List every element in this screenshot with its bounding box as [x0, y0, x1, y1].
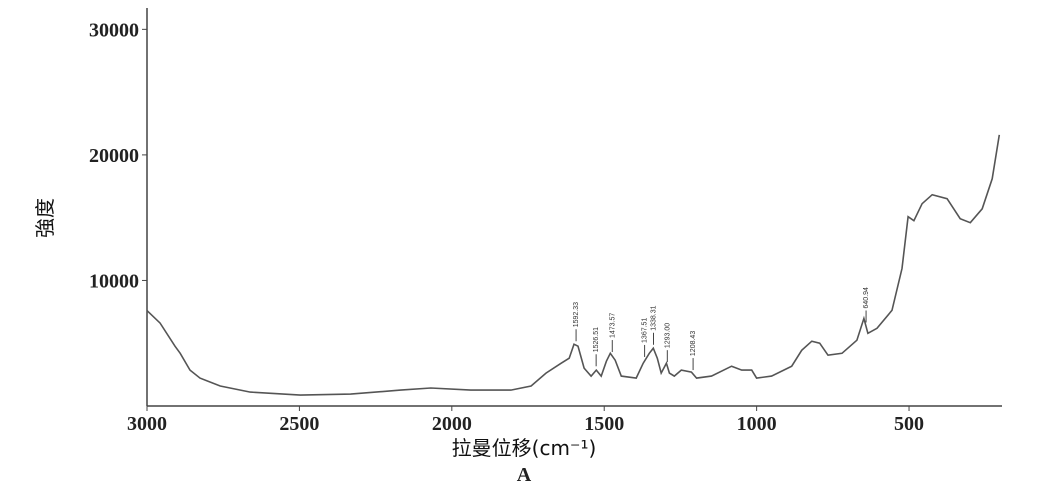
annotation-label: 1473.57	[609, 313, 616, 338]
annotation-label: 1338.31	[651, 305, 658, 330]
annotation-label: 1526.51	[593, 327, 600, 352]
x-tick-label: 2500	[279, 413, 319, 435]
y-tick-label: 10000	[89, 270, 139, 292]
x-tick-label: 500	[894, 413, 924, 435]
caption: A	[517, 464, 532, 486]
annotation-label: 1208.43	[690, 331, 697, 356]
annotation-label: 640.94	[863, 287, 870, 309]
x-axis-label: 拉曼位移(cm⁻¹)	[452, 436, 597, 460]
x-tick-label: 1500	[584, 413, 624, 435]
spectrum-line	[146, 134, 1001, 396]
y-axis-label: 強度	[33, 198, 57, 238]
annotation-label: 1293.00	[664, 323, 671, 348]
annotation-label: 1592.33	[573, 302, 580, 327]
y-tick-label: 20000	[89, 145, 139, 167]
y-tick-label: 30000	[89, 19, 139, 41]
annotation-label: 1367.51	[642, 318, 649, 343]
x-tick-label: 3000	[127, 413, 167, 435]
x-tick-label: 1000	[737, 413, 777, 435]
x-tick-label: 2000	[432, 413, 472, 435]
